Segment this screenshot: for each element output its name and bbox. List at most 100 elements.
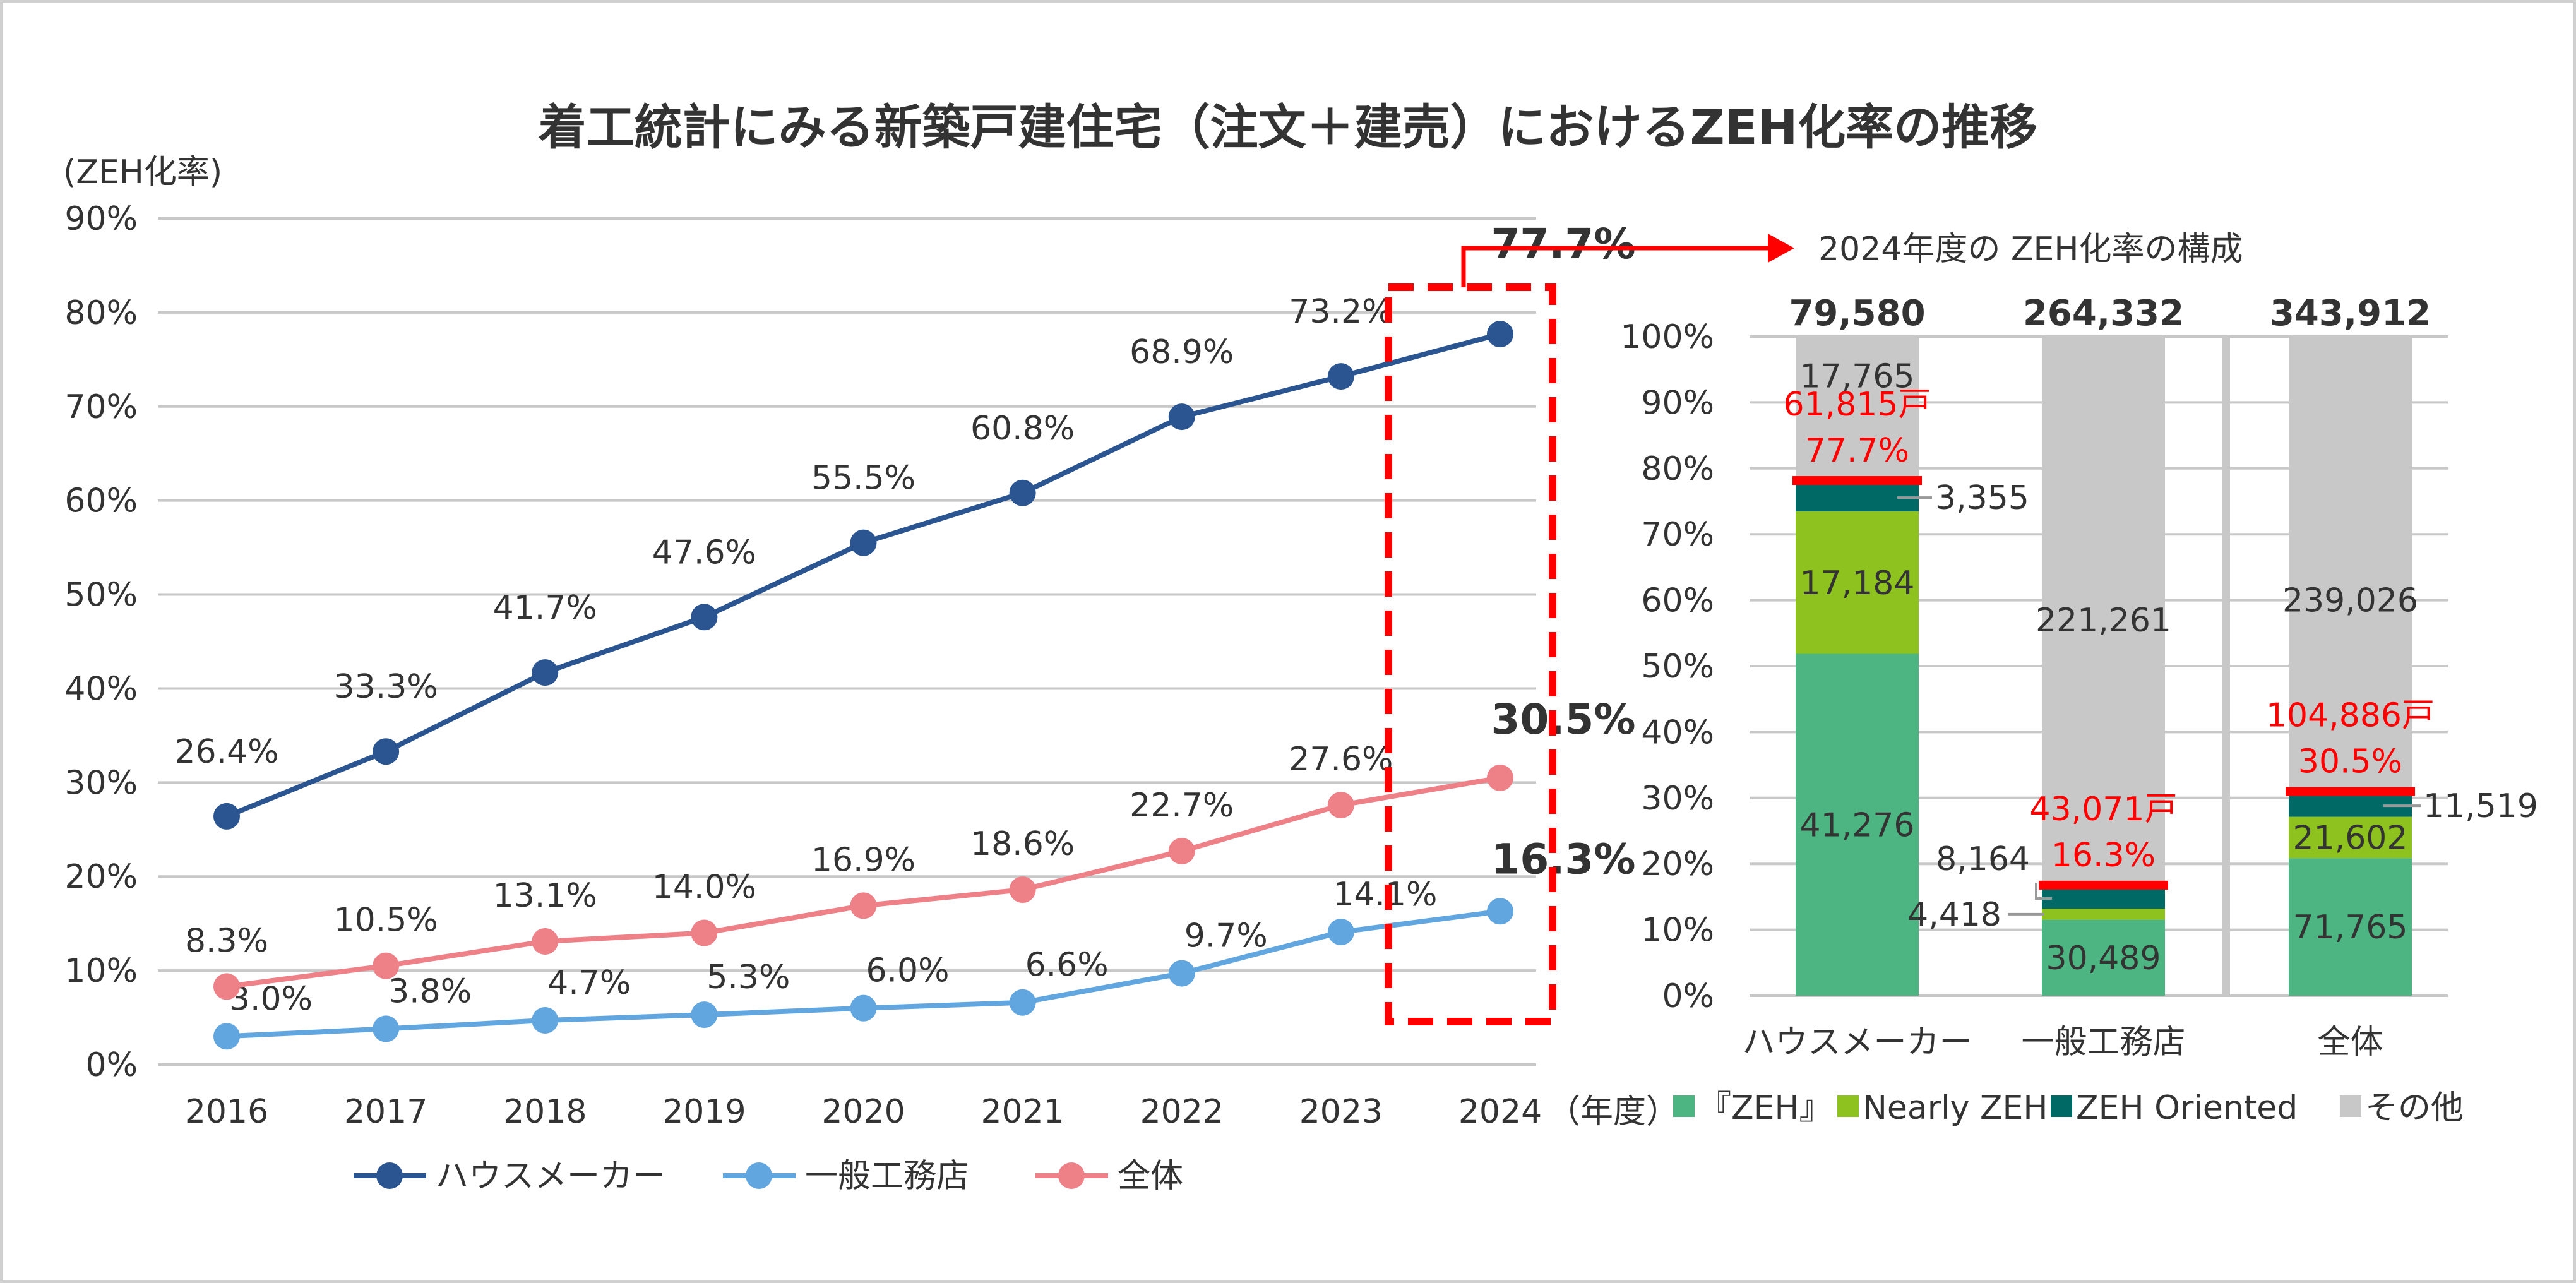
x-tick-label: 2022 — [1140, 1093, 1224, 1131]
x-tick-label: 2020 — [821, 1093, 905, 1131]
x-tick-label: 一般工務店 — [2021, 1023, 2185, 1061]
zeh-total-label: 61,815戸 — [1784, 386, 1931, 424]
y-tick-label: 40% — [1641, 713, 1714, 751]
segment-label: 71,765 — [2293, 909, 2408, 946]
y-tick-label: 90% — [64, 200, 138, 238]
bar-segment — [2042, 919, 2165, 996]
y-tick-label: 30% — [1641, 780, 1714, 818]
data-point — [1487, 321, 1513, 348]
arrow-head-icon — [1768, 234, 1794, 263]
bar-segment — [1796, 511, 1919, 654]
x-tick-label: 2019 — [662, 1093, 746, 1131]
x-axis-unit: （年度） — [1547, 1093, 1679, 1131]
data-point — [1168, 403, 1195, 431]
data-point — [850, 892, 877, 919]
data-point — [1327, 919, 1354, 946]
data-label: 33.3% — [334, 668, 438, 706]
y-tick-label: 0% — [1662, 977, 1715, 1015]
segment-label: 30,489 — [2046, 940, 2161, 977]
y-tick-label: 60% — [64, 482, 138, 520]
data-label: 27.6% — [1289, 741, 1393, 779]
y-axis-label: (ZEH化率) — [63, 153, 222, 191]
data-point — [532, 659, 559, 686]
legend-label: 『ZEH』 — [1698, 1089, 1832, 1127]
bar-segment — [2289, 816, 2412, 859]
x-tick-label: 2016 — [185, 1093, 268, 1131]
segment-label: 3,355 — [1935, 479, 2029, 517]
legend-label: ZEH Oriented — [2076, 1089, 2298, 1127]
data-label: 60.8% — [970, 410, 1075, 448]
bar-segment — [2042, 337, 2165, 888]
y-tick-label: 70% — [64, 388, 138, 426]
data-point — [1487, 764, 1513, 791]
zeh-rate-marker — [1792, 476, 1922, 486]
bar-segment — [2042, 888, 2165, 909]
y-tick-label: 60% — [1641, 582, 1714, 620]
legend-label: 全体 — [1118, 1157, 1183, 1195]
bar-total: 264,332 — [2023, 293, 2184, 334]
data-label: 16.3% — [1491, 835, 1636, 883]
chart-title: 着工統計にみる新築戸建住宅（注文＋建売）におけるZEH化率の推移 — [539, 99, 2038, 155]
data-label: 3.8% — [388, 972, 472, 1010]
legend-marker — [376, 1162, 403, 1189]
data-point — [691, 919, 718, 946]
data-label: 6.0% — [866, 952, 949, 990]
data-label: 5.3% — [707, 958, 790, 996]
y-tick-label: 50% — [1641, 648, 1714, 686]
data-label: 10.5% — [334, 902, 438, 940]
y-tick-label: 20% — [64, 858, 138, 896]
legend-label: Nearly ZEH — [1863, 1089, 2048, 1127]
zeh-rate-label: 16.3% — [2051, 837, 2156, 874]
zeh-rate-label: 30.5% — [2298, 743, 2402, 781]
data-label: 6.6% — [1025, 946, 1109, 984]
bar-segment — [2042, 909, 2165, 920]
data-point — [213, 973, 240, 1000]
data-label: 77.7% — [1491, 220, 1636, 268]
data-label: 16.9% — [811, 841, 915, 879]
data-point — [1487, 898, 1513, 925]
bar-segment — [1796, 337, 1919, 484]
data-label: 8.3% — [185, 922, 268, 960]
y-tick-label: 80% — [1641, 450, 1714, 488]
breakdown-annotation: 2024年度の ZEH化率の構成 — [1818, 230, 2243, 268]
data-point — [1009, 989, 1036, 1016]
segment-label: 8,164 — [1936, 840, 2030, 878]
segment-label: 21,602 — [2293, 819, 2408, 857]
y-tick-label: 90% — [1641, 384, 1714, 422]
data-point — [373, 1015, 400, 1042]
arrow-line — [1461, 246, 1768, 287]
data-point — [532, 1007, 559, 1034]
y-tick-label: 40% — [64, 670, 138, 708]
y-tick-label: 70% — [1641, 516, 1714, 554]
data-label: 14.0% — [652, 869, 756, 907]
data-label: 41.7% — [493, 589, 597, 627]
data-point — [1009, 479, 1036, 506]
legend-label: 一般工務店 — [805, 1157, 969, 1195]
highlight-box-2024 — [1385, 283, 1556, 1025]
x-tick-label: 2021 — [981, 1093, 1064, 1131]
segment-label: 17,184 — [1800, 564, 1915, 602]
segment-label: 17,765 — [1800, 358, 1915, 396]
bar-total: 343,912 — [2270, 293, 2431, 334]
legend-swatch — [1673, 1095, 1695, 1117]
segment-label: 239,026 — [2282, 582, 2418, 620]
stacked-bar-chart: 0% 10% 20% 30% 40% 50% 60% 70% 80% 90% 100% 79,580 ハ… — [1620, 293, 2538, 1127]
data-point — [373, 952, 400, 979]
legend-swatch — [2051, 1095, 2072, 1117]
line-chart: 0% 10% 20% 30% 40% 50% 60% 70% 80% 90% (ZEH化率) 2016… — [63, 153, 2243, 1195]
data-label: 68.9% — [1130, 333, 1234, 371]
y-tick-label: 30% — [64, 764, 138, 802]
data-point — [850, 994, 877, 1022]
y-tick-label: 100% — [1620, 318, 1714, 356]
data-point — [213, 1023, 240, 1050]
legend-swatch — [1837, 1095, 1859, 1117]
leader-line — [2035, 883, 2052, 900]
zeh-rate-marker — [2039, 880, 2168, 890]
data-label: 30.5% — [1491, 695, 1636, 744]
y-tick-label: 10% — [1641, 912, 1714, 950]
data-label: 47.6% — [652, 534, 756, 571]
x-tick-label: ハウスメーカー — [1742, 1023, 1972, 1061]
bar-segment — [1796, 653, 1919, 996]
